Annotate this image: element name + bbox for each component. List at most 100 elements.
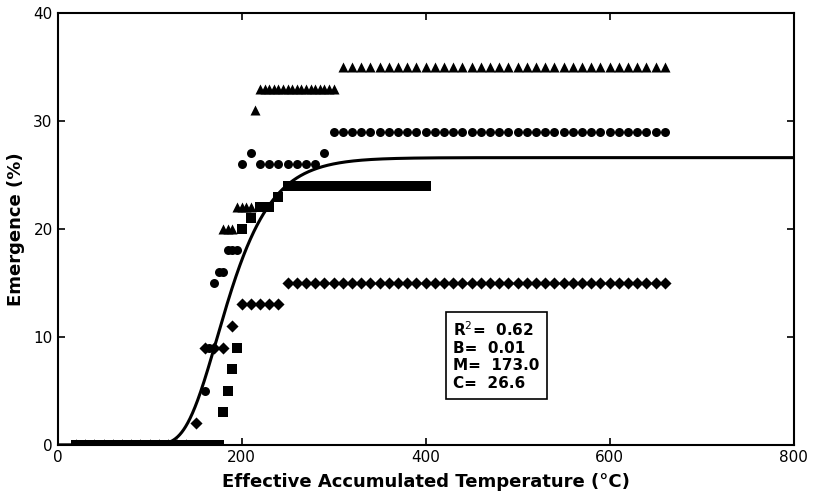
Point (391, 63, 404, 71)
Point (203, 344, 216, 352)
Point (530, 128, 543, 136)
Point (309, 279, 322, 287)
Point (391, 279, 404, 287)
Point (428, 279, 441, 287)
Point (253, 85, 267, 93)
Point (318, 149, 331, 157)
Point (659, 279, 672, 287)
Point (492, 279, 505, 287)
Point (231, 203, 244, 211)
Point (161, 441, 174, 449)
Point (240, 203, 253, 211)
Point (502, 279, 515, 287)
Point (258, 85, 271, 93)
Point (189, 441, 202, 449)
Point (603, 128, 616, 136)
Point (548, 128, 561, 136)
Point (594, 279, 607, 287)
Point (548, 63, 561, 71)
Point (327, 85, 340, 93)
Point (97, 441, 110, 449)
Point (456, 279, 469, 287)
Point (125, 441, 138, 449)
Point (235, 203, 248, 211)
Point (355, 128, 368, 136)
Point (483, 63, 496, 71)
Point (483, 279, 496, 287)
Point (299, 85, 312, 93)
Point (198, 441, 211, 449)
Point (520, 128, 533, 136)
Point (198, 441, 211, 449)
Point (313, 85, 326, 93)
Point (631, 279, 644, 287)
Point (285, 85, 298, 93)
Point (530, 63, 543, 71)
Point (346, 128, 359, 136)
Point (622, 63, 635, 71)
Point (382, 63, 395, 71)
Point (622, 279, 635, 287)
Point (299, 279, 312, 287)
Point (649, 279, 662, 287)
Point (447, 279, 460, 287)
Point (428, 63, 441, 71)
Point (557, 279, 570, 287)
Text: R$^2$=  0.62
B=  0.01
M=  173.0
C=  26.6: R$^2$= 0.62 B= 0.01 M= 173.0 C= 26.6 (453, 320, 540, 391)
Point (456, 128, 469, 136)
Point (143, 441, 156, 449)
Point (438, 279, 451, 287)
Point (373, 128, 386, 136)
Point (502, 63, 515, 71)
Point (88, 441, 101, 449)
Point (207, 344, 220, 352)
Point (566, 128, 579, 136)
Point (253, 203, 267, 211)
Point (217, 344, 230, 352)
Point (267, 85, 280, 93)
Point (659, 63, 672, 71)
Point (221, 225, 234, 233)
Point (309, 85, 322, 93)
Point (594, 128, 607, 136)
Point (323, 85, 336, 93)
Point (659, 128, 672, 136)
Point (355, 182, 368, 190)
Point (465, 279, 478, 287)
Point (584, 128, 597, 136)
Point (363, 63, 377, 71)
Point (69, 441, 82, 449)
Point (295, 85, 308, 93)
Point (134, 441, 147, 449)
Point (244, 149, 258, 157)
Point (272, 160, 285, 168)
Point (530, 279, 543, 287)
Point (410, 279, 423, 287)
Point (612, 279, 625, 287)
Point (143, 441, 156, 449)
Point (318, 279, 331, 287)
Point (152, 441, 165, 449)
Point (419, 63, 432, 71)
Point (640, 63, 653, 71)
Point (391, 128, 404, 136)
Point (649, 63, 662, 71)
Point (281, 279, 294, 287)
Point (180, 441, 193, 449)
Point (281, 85, 294, 93)
Point (221, 387, 234, 395)
Point (226, 366, 239, 374)
Point (69, 441, 82, 449)
Point (566, 279, 579, 287)
Point (180, 441, 193, 449)
Point (557, 128, 570, 136)
Point (346, 279, 359, 287)
Point (189, 441, 202, 449)
Point (622, 128, 635, 136)
Point (198, 344, 211, 352)
Point (355, 279, 368, 287)
Point (382, 279, 395, 287)
Point (474, 128, 487, 136)
Point (226, 322, 239, 330)
Point (346, 182, 359, 190)
